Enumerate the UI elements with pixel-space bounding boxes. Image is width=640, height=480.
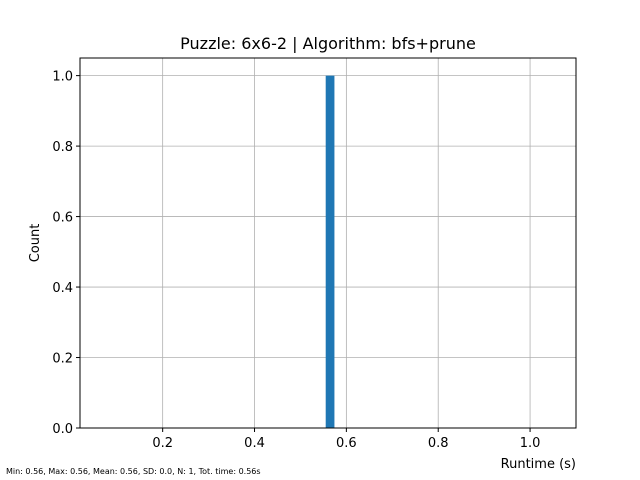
- x-axis-label: Runtime (s): [501, 457, 576, 472]
- plot-area: 0.2 0.4 0.6 0.8 1.0 0.0 0.2 0.4 0.6 0.8 1.0: [52, 57, 577, 451]
- chart-title: Puzzle: 6x6-2 | Algorithm: bfs+prune: [180, 34, 476, 53]
- y-tick-label: 0.0: [52, 422, 73, 437]
- y-tick-label: 0.2: [52, 352, 73, 367]
- y-tick-label: 0.4: [52, 281, 73, 296]
- y-tick-label: 0.6: [52, 211, 73, 226]
- tick-layer: 0.2 0.4 0.6 0.8 1.0 0.0 0.2 0.4 0.6 0.8 1.0: [52, 70, 540, 451]
- y-tick-label: 1.0: [52, 70, 73, 85]
- y-tick-label: 0.8: [52, 140, 73, 155]
- x-tick-label: 0.4: [244, 436, 265, 451]
- x-tick-label: 0.8: [428, 436, 449, 451]
- y-axis-label: Count: [28, 224, 43, 263]
- histogram-bar: [325, 75, 335, 428]
- x-tick-label: 0.2: [152, 436, 173, 451]
- x-tick-label: 0.6: [336, 436, 357, 451]
- x-tick-label: 1.0: [520, 436, 541, 451]
- summary-stats: Min: 0.56, Max: 0.56, Mean: 0.56, SD: 0.…: [6, 467, 261, 476]
- bar-layer: [325, 75, 335, 428]
- axes-frame: [79, 57, 577, 429]
